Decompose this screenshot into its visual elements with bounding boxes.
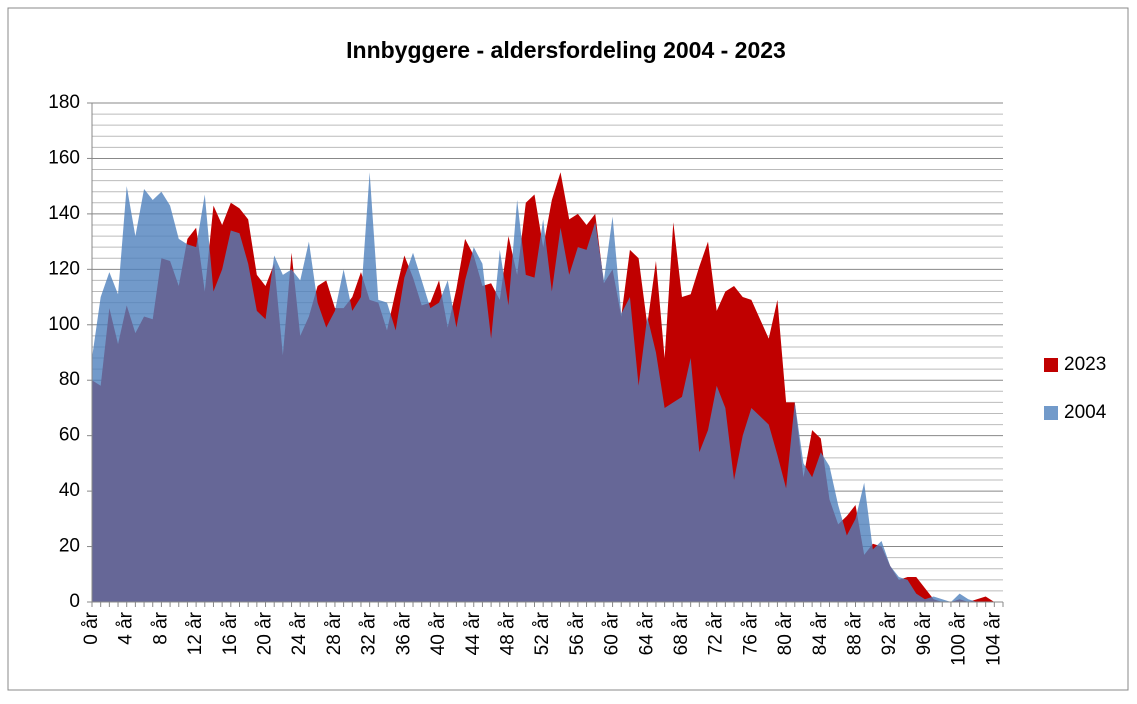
y-tick-label: 40 — [59, 480, 80, 501]
x-tick-label: 84 år — [810, 611, 831, 655]
x-tick-label: 28 år — [324, 611, 345, 655]
x-tick-label: 72 år — [706, 611, 727, 655]
x-tick-label: 36 år — [393, 611, 414, 655]
legend-label: 2023 — [1064, 354, 1106, 375]
y-tick-label: 100 — [48, 314, 80, 335]
x-tick-label: 96 år — [914, 611, 935, 655]
y-tick-label: 120 — [48, 258, 80, 279]
x-tick-label: 76 år — [740, 611, 761, 655]
x-tick-label: 20 år — [255, 611, 276, 655]
y-tick-label: 80 — [59, 369, 80, 390]
x-tick-label: 24 år — [289, 611, 310, 655]
legend-label: 2004 — [1064, 402, 1107, 423]
x-tick-label: 56 år — [567, 611, 588, 655]
x-tick-label: 88 år — [845, 611, 866, 655]
x-tick-label: 104 år — [983, 611, 1004, 666]
x-tick-label: 32 år — [359, 611, 380, 655]
x-tick-label: 80 år — [775, 611, 796, 655]
x-tick-label: 12 år — [185, 611, 206, 655]
x-tick-label: 64 år — [636, 611, 657, 655]
x-tick-label: 52 år — [532, 611, 553, 655]
y-tick-label: 20 — [59, 536, 80, 557]
x-tick-label: 4 år — [116, 611, 137, 644]
y-tick-label: 180 — [48, 92, 80, 113]
x-tick-label: 60 år — [602, 611, 623, 655]
x-tick-label: 8 år — [150, 611, 171, 644]
x-tick-label: 92 år — [879, 611, 900, 655]
x-tick-label: 100 år — [949, 611, 970, 666]
legend-swatch — [1044, 406, 1058, 420]
y-tick-label: 160 — [48, 147, 80, 168]
x-tick-label: 0 år — [81, 611, 102, 644]
x-tick-label: 68 år — [671, 611, 692, 655]
y-tick-label: 140 — [48, 203, 80, 224]
x-tick-label: 16 år — [220, 611, 241, 655]
chart-title: Innbyggere - aldersfordeling 2004 - 2023 — [346, 37, 786, 63]
y-tick-label: 0 — [69, 591, 80, 612]
x-tick-label: 48 år — [497, 611, 518, 655]
x-tick-label: 40 år — [428, 611, 449, 655]
area — [92, 172, 1003, 603]
y-tick-label: 60 — [59, 425, 80, 446]
x-tick-label: 44 år — [463, 611, 484, 655]
legend-swatch — [1044, 358, 1058, 372]
